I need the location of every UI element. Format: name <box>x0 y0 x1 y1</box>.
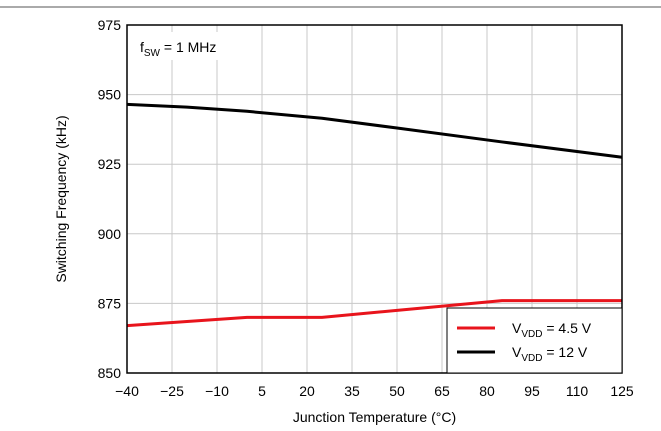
series-line-vdd-4p5v <box>126 299 622 328</box>
legend: VVDD = 4.5 V VVDD = 12 V <box>446 307 623 374</box>
legend-label-4p5v: VVDD = 4.5 V <box>512 320 592 340</box>
plot-frame <box>126 24 623 374</box>
x-tick-label: 20 <box>299 383 315 399</box>
x-tick-label: −25 <box>160 383 184 399</box>
y-tick-label: 900 <box>98 226 122 242</box>
x-tick-label: 110 <box>566 383 589 399</box>
series-lines <box>126 102 623 328</box>
y-tick-label: 850 <box>98 365 122 381</box>
x-tick-label: 5 <box>258 383 266 399</box>
x-axis-label: Junction Temperature (°C) <box>293 409 456 425</box>
annotation-background <box>136 32 244 60</box>
annotation-fsw: fSW = 1 MHz <box>136 32 244 60</box>
x-tick-label: 95 <box>524 383 540 399</box>
y-tick-label: 925 <box>98 156 122 172</box>
x-tick-labels: −40 −25 −10 5 20 35 50 65 80 95 110 125 <box>115 383 634 399</box>
x-tick-label: −10 <box>205 383 229 399</box>
legend-label-12v: VVDD = 12 V <box>512 344 588 364</box>
svg-text:fSW = 1 MHz: fSW = 1 MHz <box>140 39 216 59</box>
y-tick-label: 975 <box>98 17 122 33</box>
y-tick-label: 875 <box>98 295 122 311</box>
x-tick-label: 125 <box>610 383 634 399</box>
series-line-vdd-12v <box>126 102 623 159</box>
x-tick-label: −40 <box>115 383 139 399</box>
y-axis-label: Switching Frequency (kHz) <box>53 115 69 282</box>
y-tick-labels: 850 875 900 925 950 975 <box>98 17 122 381</box>
x-tick-label: 35 <box>344 383 360 399</box>
x-tick-label: 80 <box>479 383 495 399</box>
x-tick-label: 50 <box>389 383 405 399</box>
legend-box <box>446 307 623 374</box>
x-tick-label: 65 <box>434 383 450 399</box>
y-tick-label: 950 <box>98 87 122 103</box>
